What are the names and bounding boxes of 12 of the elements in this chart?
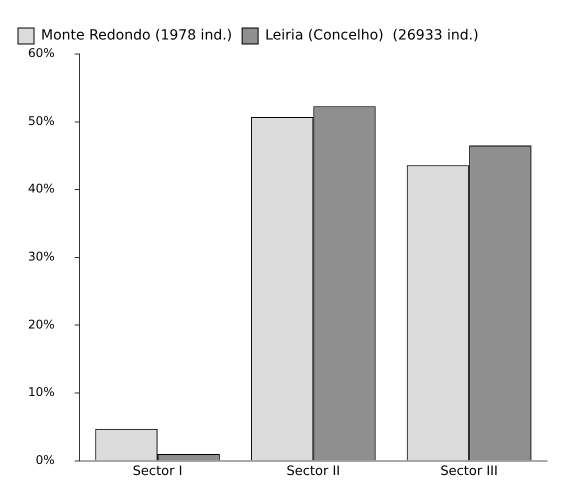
y-tick-label: 0% xyxy=(36,452,55,467)
y-tick-label: 20% xyxy=(28,317,55,332)
x-tick-label: Sector II xyxy=(286,464,340,479)
legend-label: Monte Redondo (1978 ind.) xyxy=(41,28,232,44)
y-tick-label: 30% xyxy=(28,250,55,264)
y-tick-label: 50% xyxy=(28,114,55,128)
y-tick-label: 60% xyxy=(28,46,55,60)
y-tick-label: 40% xyxy=(28,182,55,196)
y-tick-label: 10% xyxy=(28,385,55,400)
x-tick-label: Sector I xyxy=(132,464,182,479)
legend-label: Leiria (Concelho) (26933 ind.) xyxy=(265,28,479,44)
x-tick-label: Sector III xyxy=(440,464,498,479)
